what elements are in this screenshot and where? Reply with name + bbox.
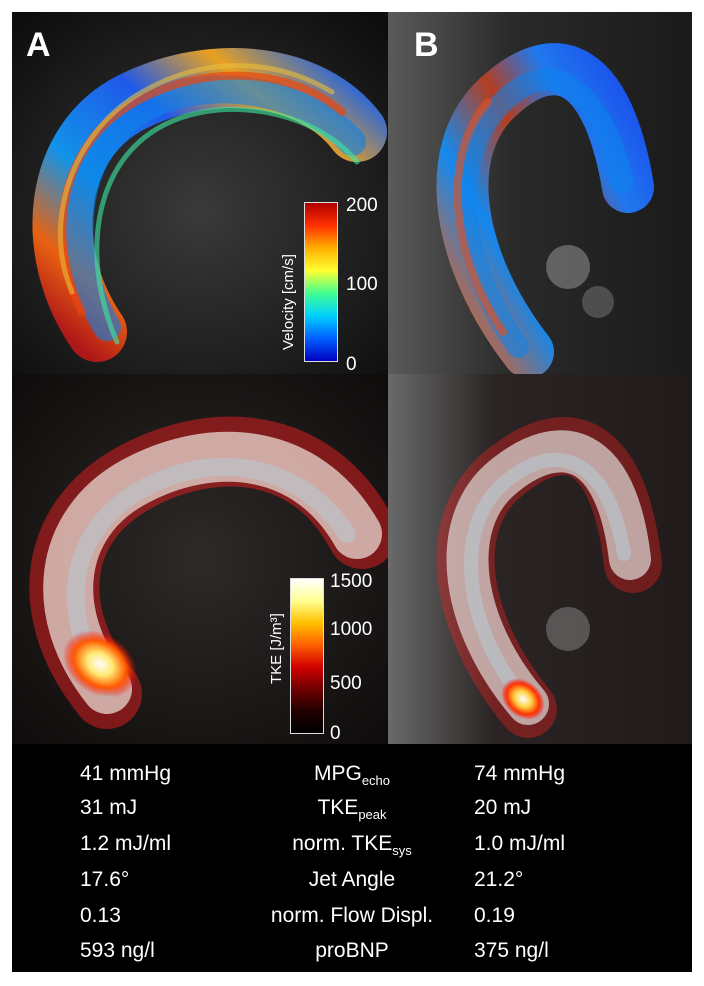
- velocity-panel-b: [388, 12, 692, 374]
- param-subscript: peak: [358, 807, 387, 823]
- tke-streamlines-a: [12, 374, 388, 744]
- tke-streamlines-b: [388, 374, 692, 744]
- param-label: MPG: [313, 762, 362, 785]
- velocity-tick-0: 0: [346, 354, 357, 375]
- parameter-name: norm. TKEsys: [12, 832, 692, 858]
- value-b: 21.2°: [474, 868, 524, 891]
- velocity-streamlines-a: [12, 12, 388, 374]
- velocity-panel-a: [12, 12, 388, 374]
- value-a: 41 mmHg: [80, 762, 172, 785]
- velocity-colorbar: [304, 202, 338, 362]
- table-row: 31 mJ TKEpeak 20 mJ: [12, 796, 692, 830]
- tke-tick-1500: 1500: [330, 571, 373, 592]
- table-row: 593 ng/l proBNP 375 ng/l: [12, 939, 692, 973]
- parameter-name: proBNP: [315, 939, 389, 962]
- tke-colorbar-title: TKE [J/m³]: [268, 613, 285, 684]
- velocity-colorbar-title: Velocity [cm/s]: [280, 254, 297, 350]
- value-a: 1.2 mJ/ml: [80, 832, 172, 855]
- table-row: 41 mmHg MPGecho 74 mmHg: [12, 762, 692, 796]
- tke-panel-b: [388, 374, 692, 744]
- value-b: 1.0 mJ/ml: [474, 832, 566, 855]
- parameter-name: Jet Angle: [308, 868, 396, 891]
- panel-label-a: A: [26, 26, 51, 64]
- tke-tick-1000: 1000: [330, 619, 373, 640]
- value-b: 74 mmHg: [474, 762, 566, 785]
- figure: A B Velocity [cm/s] 200 100 0 TKE [J/m³]…: [12, 12, 692, 972]
- param-label: TKE: [317, 796, 359, 819]
- value-a: 593 ng/l: [80, 939, 155, 962]
- parameter-name: norm. Flow Displ.: [270, 904, 434, 927]
- value-a: 0.13: [80, 904, 121, 927]
- parameter-table: 41 mmHg MPGecho 74 mmHg 31 mJ TKEpeak 20…: [12, 744, 692, 972]
- value-b: 0.19: [474, 904, 515, 927]
- param-label: norm. TKE: [292, 832, 393, 855]
- parameter-name: TKEpeak: [12, 796, 692, 822]
- tke-tick-500: 500: [330, 673, 362, 694]
- velocity-tick-200: 200: [346, 195, 378, 216]
- value-b: 375 ng/l: [474, 939, 549, 962]
- panel-label-b: B: [414, 26, 439, 64]
- velocity-streamlines-b: [388, 12, 692, 374]
- value-a: 31 mJ: [80, 796, 138, 819]
- table-row: 1.2 mJ/ml norm. TKEsys 1.0 mJ/ml: [12, 832, 692, 866]
- velocity-tick-100: 100: [346, 274, 378, 295]
- tke-colorbar: [290, 578, 324, 734]
- param-subscript: sys: [392, 843, 412, 859]
- value-a: 17.6°: [80, 868, 130, 891]
- table-row: 0.13 norm. Flow Displ. 0.19: [12, 904, 692, 938]
- tke-tick-0: 0: [330, 723, 341, 744]
- table-row: 17.6° Jet Angle 21.2°: [12, 868, 692, 902]
- value-b: 20 mJ: [474, 796, 532, 819]
- parameter-name: MPGecho: [12, 762, 692, 788]
- param-subscript: echo: [361, 773, 391, 789]
- tke-panel-a: [12, 374, 388, 744]
